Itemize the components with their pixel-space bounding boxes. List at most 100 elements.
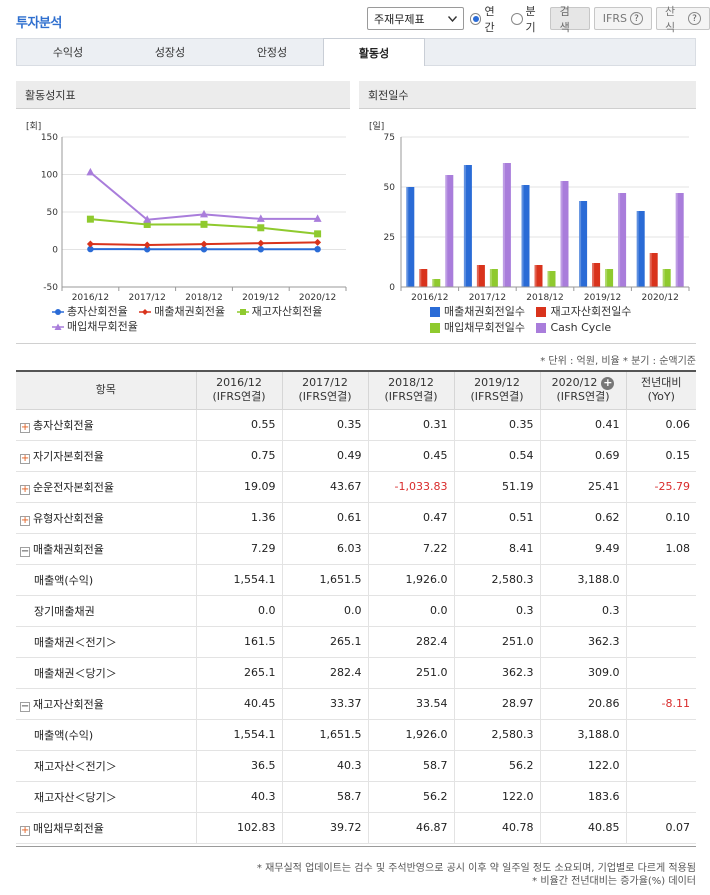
value-cell: 19.09 (196, 471, 283, 503)
radio-quarter[interactable]: 분기 (510, 3, 546, 35)
tab-stability[interactable]: 안정성 (256, 46, 288, 59)
collapse-minus-icon[interactable]: − (20, 700, 30, 712)
footer-note: * 비율간 전년대비는 증가율(%) 데이터 (532, 876, 696, 887)
statement-select[interactable]: 주재무제표 (367, 7, 464, 30)
value-cell: 0.0 (282, 595, 369, 627)
table-row: + 총자산회전율 0.55 0.35 0.31 0.35 0.41 0.06 (16, 409, 696, 441)
table-row: 매출액(수익) 1,554.1 1,651.5 1,926.0 2,580.3 3,188… (16, 564, 696, 596)
y-tick-label: 0 (389, 283, 395, 293)
legend-swatch-icon (430, 323, 440, 333)
ifrs-help-button[interactable]: IFRS? (593, 7, 652, 30)
row-label: 매출채권＜전기＞ (34, 635, 117, 649)
expand-plus-icon[interactable]: + (601, 376, 615, 390)
row-label-cell: 매출채권＜당기＞ (16, 657, 197, 689)
value-cell: 58.7 (368, 750, 455, 782)
legend-label: 매출채권회전율 (154, 305, 226, 318)
value-cell: 0.54 (454, 440, 541, 472)
data-point (86, 240, 94, 248)
table-body: + 총자산회전율 0.55 0.35 0.31 0.35 0.41 0.06 + 자기자본회전율 0… (16, 409, 696, 844)
row-label-cell[interactable]: + 총자산회전율 (16, 409, 197, 441)
yoy-cell (626, 750, 696, 782)
y-axis-unit: [일] (369, 121, 384, 132)
legend-item: 매출채권회전율 (139, 305, 225, 319)
data-point (314, 245, 321, 253)
value-cell: 102.83 (196, 812, 283, 844)
search-button[interactable]: 검색 (549, 5, 590, 34)
row-label-cell[interactable]: + 매입채무회전율 (16, 812, 197, 844)
legend-marker-icon (52, 309, 64, 315)
bar-highlight (675, 193, 678, 287)
table-row: + 순운전자본회전율 19.09 43.67 -1,033.83 51.19 25.41 -2… (16, 471, 696, 503)
yoy-cell: 0.07 (626, 812, 696, 844)
row-label-cell[interactable]: + 유형자산회전율 (16, 502, 197, 534)
expand-plus-icon[interactable]: + (20, 824, 30, 836)
y-tick-label: 25 (384, 233, 395, 243)
data-point (143, 215, 152, 223)
row-label: 매입채무회전율 (33, 821, 104, 835)
expand-plus-icon[interactable]: + (20, 514, 30, 526)
value-cell: 0.3 (454, 595, 541, 627)
value-cell: 282.4 (282, 657, 369, 689)
yoy-cell: 0.06 (626, 409, 696, 441)
bar-highlight (521, 185, 524, 287)
data-point (256, 214, 265, 222)
yoy-cell (626, 657, 696, 689)
section-divider (16, 343, 696, 344)
ifrs-label: IFRS (602, 12, 627, 25)
tab-growth[interactable]: 성장성 (154, 46, 186, 59)
value-cell: 28.97 (454, 688, 541, 720)
row-label: 순운전자본회전율 (33, 480, 114, 494)
radio-annual[interactable]: 연간 (469, 3, 505, 35)
value-cell: 0.61 (282, 502, 369, 534)
tab-profitability[interactable]: 수익성 (52, 46, 84, 59)
value-cell: 0.35 (454, 409, 541, 441)
bar-highlight (649, 253, 652, 287)
header-period-label: 2016/12 (216, 376, 262, 390)
legend-marker-icon (139, 309, 152, 315)
value-cell: 43.67 (282, 471, 369, 503)
controls-bar: 주재무제표 연간 분기 검색 IFRS? 산식? (367, 5, 710, 34)
expand-plus-icon[interactable]: + (20, 421, 30, 433)
row-label-cell: 매출채권＜전기＞ (16, 626, 197, 658)
table-row: 장기매출채권 0.0 0.0 0.0 0.3 0.3 (16, 595, 696, 627)
value-cell: 7.22 (368, 533, 455, 565)
radio-quarter-label: 분기 (525, 4, 536, 34)
collapse-minus-icon[interactable]: − (20, 545, 30, 557)
row-label: 매출액(수익) (34, 728, 94, 742)
bar-highlight (445, 175, 448, 287)
value-cell: 0.62 (540, 502, 627, 534)
chevron-down-icon (447, 12, 457, 25)
header-period: 2017/12 (IFRS연결) (281, 370, 369, 410)
legend-item: Cash Cycle (536, 321, 611, 335)
bar (445, 175, 454, 287)
table-row: − 재고자산회전율 40.45 33.37 33.54 28.97 20.86 -8.11 (16, 688, 696, 720)
tab-activity[interactable]: 활동성 (323, 38, 425, 66)
value-cell: 40.78 (454, 812, 541, 844)
expand-plus-icon[interactable]: + (20, 483, 30, 495)
value-cell: 0.0 (368, 595, 455, 627)
value-cell: 251.0 (454, 626, 541, 658)
data-point (200, 246, 208, 253)
bar (502, 163, 511, 287)
row-label-cell: 장기매출채권 (16, 595, 197, 627)
legend-item: 총자산회전율 (52, 305, 128, 319)
data-point (143, 220, 151, 228)
bar (560, 181, 569, 287)
radio-checked-icon (469, 12, 482, 25)
value-cell: 58.7 (282, 781, 369, 813)
value-cell: 2,580.3 (454, 719, 541, 751)
formula-help-button[interactable]: 산식? (655, 5, 710, 34)
table-row: + 자기자본회전율 0.75 0.49 0.45 0.54 0.69 0.15 (16, 440, 696, 472)
table-header-row: 항목 2016/12 (IFRS연결) 2017/12 (IFRS연결) 2018/12(… (16, 370, 696, 410)
value-cell: 265.1 (196, 657, 283, 689)
row-label-cell[interactable]: + 순운전자본회전율 (16, 471, 197, 503)
row-label: 총자산회전율 (33, 418, 94, 432)
row-label-cell[interactable]: + 자기자본회전율 (16, 440, 197, 472)
y-axis-unit: [회] (26, 121, 41, 132)
row-label-cell[interactable]: − 매출채권회전율 (16, 533, 197, 565)
data-point (200, 220, 208, 228)
expand-plus-icon[interactable]: + (20, 452, 30, 464)
value-cell: 362.3 (454, 657, 541, 689)
bar-highlight (502, 163, 505, 287)
row-label-cell[interactable]: − 재고자산회전율 (16, 688, 197, 720)
